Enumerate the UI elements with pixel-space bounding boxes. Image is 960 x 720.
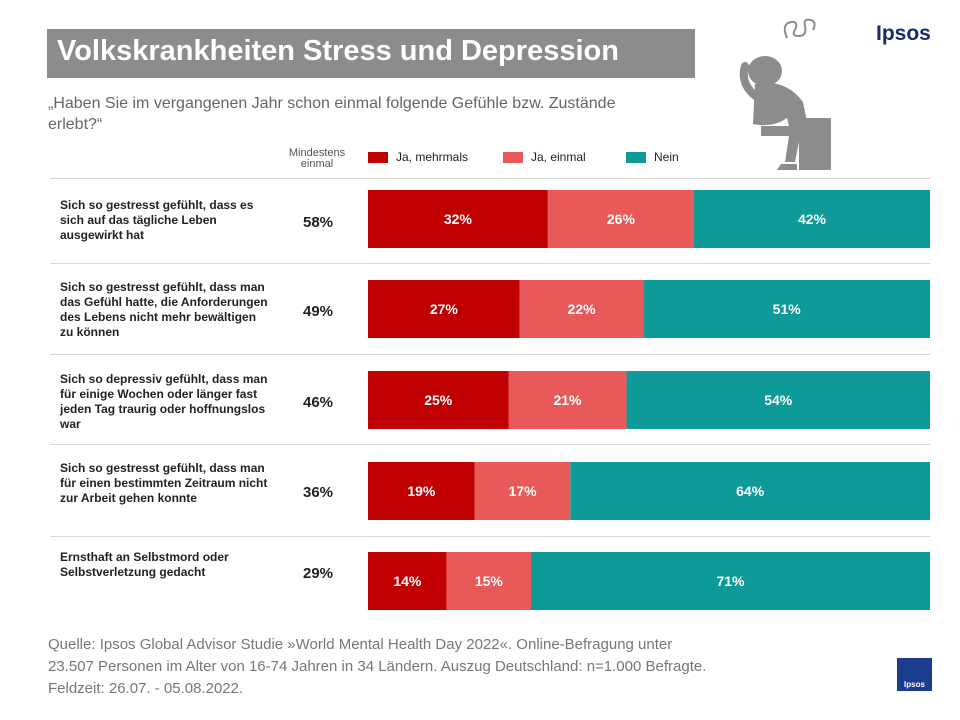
row-total-4: 36% <box>302 484 334 501</box>
bar-segment-row2-series2 <box>519 280 644 338</box>
bar-value-label-row2-series2: 22% <box>568 301 597 317</box>
bar-value-label-row3-series2: 21% <box>553 392 582 408</box>
bar-segment-row3-series3 <box>626 371 930 429</box>
bar-value-label-row4-series3: 64% <box>736 483 765 499</box>
bar-segment-row4-series1 <box>368 462 475 520</box>
bar-value-label-row5-series3: 71% <box>716 573 745 589</box>
legend-item-ja-mehrmals: Ja, mehrmals <box>368 150 468 164</box>
bar-value-label-row4-series1: 19% <box>407 483 436 499</box>
row-divider <box>50 178 930 179</box>
bar-segment-row2-series1 <box>368 280 520 338</box>
bar-value-label-row1-series3: 42% <box>798 211 827 227</box>
bar-value-label-row3-series1: 25% <box>424 392 453 408</box>
bar-segment-row5-series2 <box>446 552 531 610</box>
column-header-mindestens: Mindestens einmal <box>280 148 354 170</box>
bar-segment-row3-series2 <box>508 371 627 429</box>
page-title: Volkskrankheiten Stress und Depression <box>57 35 619 67</box>
row-label-4: Sich so gestresst gefühlt, dass man für … <box>60 461 268 505</box>
bar-segment-row4-series2 <box>474 462 571 520</box>
row-label-5: Ernsthaft an Selbstmord oder Selbstverle… <box>60 550 229 579</box>
source-line-1: Quelle: Ipsos Global Advisor Studie »Wor… <box>48 636 673 653</box>
bar-segment-row2-series3 <box>643 280 930 338</box>
footer-logo-text: Ipsos <box>904 680 925 689</box>
row-divider <box>50 354 930 355</box>
legend-swatch <box>368 151 388 163</box>
source-note: Quelle: Ipsos Global Advisor Studie »Wor… <box>48 634 848 700</box>
column-header-line1: Mindestens <box>288 147 346 159</box>
bar-segment-row1-series1 <box>368 190 548 248</box>
legend-item-ja-einmal: Ja, einmal <box>503 150 586 164</box>
row-label-2: Sich so gestresst gefühlt, dass man das … <box>60 280 268 339</box>
legend-swatch <box>626 151 646 163</box>
bar-value-label-row2-series3: 51% <box>773 301 802 317</box>
source-line-2: 23.507 Personen im Alter von 16-74 Jahre… <box>48 658 707 675</box>
ipsos-footer-logo: Ipsos <box>897 658 932 691</box>
title-banner: Volkskrankheiten Stress und Depression <box>47 29 695 78</box>
legend-label: Nein <box>654 150 679 164</box>
bar-value-label-row5-series1: 14% <box>393 573 422 589</box>
ipsos-logo: Ipsos <box>876 22 931 45</box>
legend-label: Ja, mehrmals <box>396 150 469 164</box>
row-label-3: Sich so depressiv gefühlt, dass man für … <box>60 372 268 431</box>
bar-segment-row5-series3 <box>530 552 930 610</box>
bar-value-label-row5-series2: 15% <box>475 573 504 589</box>
bar-value-label-row1-series1: 32% <box>444 211 473 227</box>
bar-value-label-row1-series2: 26% <box>607 211 636 227</box>
bar-segment-row1-series3 <box>693 190 930 248</box>
bar-segment-row4-series3 <box>570 462 930 520</box>
row-label-1: Sich so gestresst gefühlt, dass es sich … <box>60 198 254 242</box>
row-total-3: 46% <box>302 394 334 411</box>
legend-item-nein: Nein <box>626 150 679 164</box>
row-divider <box>50 444 930 445</box>
row-total-1: 58% <box>302 214 334 231</box>
row-divider <box>50 536 930 537</box>
bar-value-label-row3-series3: 54% <box>764 392 793 408</box>
stressed-person-icon <box>739 18 831 170</box>
bar-value-label-row2-series1: 27% <box>430 301 459 317</box>
row-total-5: 29% <box>302 565 334 582</box>
row-divider <box>50 263 930 264</box>
column-header-line2: einmal <box>300 158 334 170</box>
legend-swatch <box>503 151 523 163</box>
bar-segment-row3-series1 <box>368 371 509 429</box>
bar-segment-row5-series1 <box>368 552 447 610</box>
bar-segment-row1-series2 <box>547 190 694 248</box>
source-line-3: Feldzeit: 26.07. - 05.08.2022. <box>48 680 244 697</box>
row-total-2: 49% <box>302 303 334 320</box>
legend-label: Ja, einmal <box>531 150 586 164</box>
survey-question: „Haben Sie im vergangenen Jahr schon ein… <box>48 95 616 133</box>
bar-value-label-row4-series2: 17% <box>509 483 538 499</box>
